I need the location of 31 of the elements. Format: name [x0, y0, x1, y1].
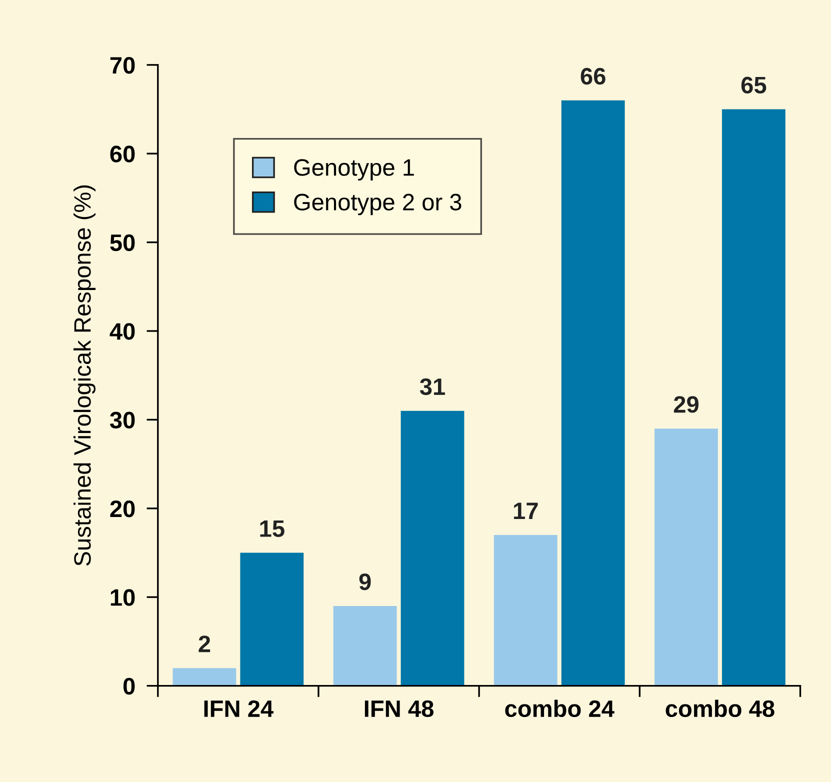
data-label: 31	[420, 378, 445, 396]
bar	[172, 668, 236, 686]
x-tick-label: combo 48	[666, 700, 774, 718]
data-label: 66	[580, 68, 606, 85]
y-tick-label: 60	[110, 146, 135, 162]
bar	[240, 552, 304, 686]
bar	[654, 428, 718, 686]
data-label: 29	[674, 396, 698, 413]
x-tick-label: combo 24	[505, 700, 614, 718]
bar	[561, 100, 625, 686]
y-tick-label: 50	[110, 234, 135, 252]
data-label: 2	[198, 636, 210, 652]
y-tick-label: 0	[123, 678, 135, 695]
y-tick-label: 40	[110, 323, 135, 340]
y-axis-title: Sustained Virologicak Response (%)	[74, 185, 96, 566]
y-tick-label: 30	[110, 412, 135, 429]
bar	[400, 410, 464, 686]
data-label: 15	[260, 520, 284, 537]
legend-label: Genotype 1	[294, 159, 414, 181]
bar	[333, 606, 397, 686]
y-tick-label: 20	[110, 500, 135, 518]
y-tick-label: 10	[110, 589, 135, 606]
data-label: 17	[514, 502, 538, 520]
legend-label: Genotype 2 or 3	[294, 194, 462, 216]
bar	[722, 109, 786, 686]
x-tick-label: IFN 48	[364, 700, 434, 718]
y-tick-label: 70	[110, 56, 135, 74]
data-label: 65	[741, 76, 766, 94]
data-label: 9	[359, 573, 371, 590]
x-tick-label: IFN 24	[204, 700, 274, 717]
bar	[494, 535, 558, 686]
